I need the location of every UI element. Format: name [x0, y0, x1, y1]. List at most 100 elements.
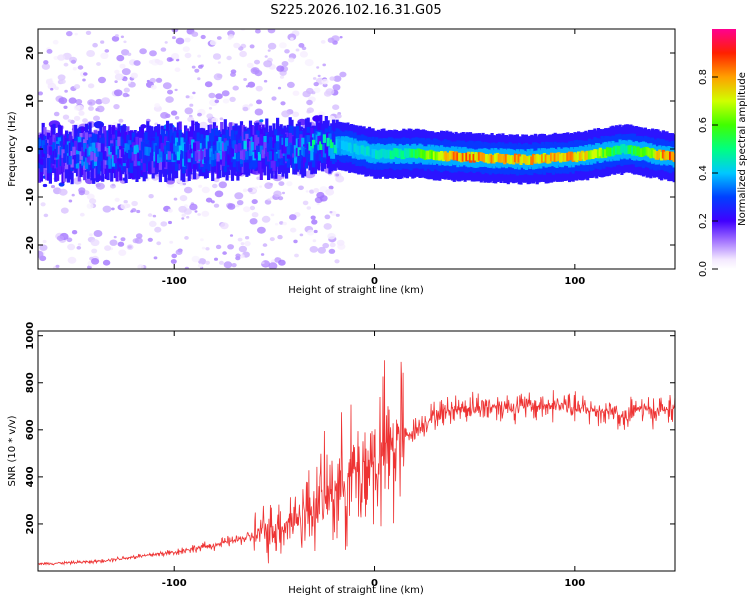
heatmap-speckle — [256, 99, 262, 105]
heatmap-ridge-cell — [115, 146, 119, 155]
heatmap-speckle — [243, 206, 251, 213]
heatmap-speckle — [313, 87, 321, 93]
heatmap-speckle — [306, 206, 311, 210]
heatmap-speckle — [322, 63, 327, 67]
heatmap-ridge-cell — [158, 135, 162, 154]
heatmap-speckle — [77, 243, 82, 246]
heatmap-ridge-cell — [510, 155, 514, 164]
heatmap-ridge-cell — [63, 153, 67, 162]
heatmap-speckle — [87, 83, 95, 89]
heatmap-speckle — [274, 222, 279, 226]
heatmap-speckle — [166, 57, 173, 62]
y-tick-label: 0 — [25, 145, 36, 152]
heatmap-speckle — [302, 200, 309, 206]
heatmap-ridge-cell — [57, 143, 61, 175]
heatmap-speckle — [201, 210, 210, 217]
heatmap-ridge-cell — [83, 143, 87, 162]
heatmap-ridge-cell — [39, 149, 43, 159]
heatmap-ridge-cell — [452, 151, 456, 161]
heatmap-speckle — [117, 241, 125, 247]
heatmap-ridge-cell — [93, 153, 98, 162]
heatmap-speckle — [213, 177, 220, 183]
heatmap-speckle — [227, 36, 232, 40]
heatmap-ridge-cell — [227, 145, 231, 155]
heatmap-ridge-cell — [189, 144, 193, 154]
heatmap-speckle — [91, 258, 100, 265]
heatmap-speckle — [194, 210, 198, 213]
heatmap-speckle — [212, 53, 222, 60]
y-tick-label: -20 — [25, 236, 36, 254]
heatmap-ridge-cell — [526, 156, 530, 165]
heatmap-speckle — [96, 105, 105, 113]
heatmap-ridge-cell — [225, 140, 229, 150]
heatmap-speckle — [162, 82, 172, 90]
colorbar-tick-label: 0.6 — [698, 117, 709, 133]
heatmap-ridge-cell — [111, 148, 116, 167]
heatmap-speckle — [227, 203, 236, 210]
heatmap-speckle — [67, 243, 76, 251]
heatmap-ridge-cell — [604, 149, 608, 158]
heatmap-ridge-cell — [268, 136, 272, 156]
heatmap-ridge-cell — [254, 134, 258, 153]
heatmap-ridge-cell — [447, 152, 451, 162]
heatmap-ridge-cell — [557, 152, 561, 161]
heatmap-speckle — [328, 248, 336, 254]
heatmap-speckle — [214, 99, 220, 104]
heatmap-speckle — [100, 52, 109, 59]
heatmap-speckle — [102, 259, 111, 266]
heatmap-speckle — [324, 214, 331, 220]
heatmap-ridge-cell — [485, 154, 489, 163]
heatmap-speckle — [184, 37, 191, 43]
heatmap-ridge-cell — [184, 147, 188, 166]
heatmap-ridge-cell — [479, 152, 483, 161]
heatmap-ridge-cell — [488, 153, 492, 163]
heatmap-ridge-cell — [234, 144, 238, 153]
heatmap-ridge-cell — [539, 154, 543, 164]
heatmap-ridge-cell — [263, 142, 267, 151]
heatmap-ridge-cell — [672, 153, 675, 162]
figure-title: S225.2026.102.16.31.G05 — [270, 3, 441, 18]
heatmap-speckle — [198, 64, 203, 69]
heatmap-ridge-cell — [396, 149, 400, 158]
heatmap-speckle — [192, 91, 196, 95]
heatmap-ridge-cell — [171, 144, 175, 163]
heatmap-speckle — [256, 176, 261, 180]
heatmap-speckle — [255, 29, 261, 34]
colorbar-tick-label: 0.4 — [698, 165, 709, 181]
heatmap-ridge-cell — [441, 152, 445, 162]
heatmap-ridge-cell — [276, 141, 280, 150]
heatmap-ridge-cell — [395, 148, 399, 157]
heatmap-speckle — [73, 115, 81, 121]
y-tick-label: 200 — [25, 513, 36, 534]
y-tick-label: 10 — [25, 94, 36, 108]
heatmap-speckle — [204, 81, 213, 88]
heatmap-ridge-cell — [43, 145, 47, 154]
heatmap-ridge-cell — [279, 149, 283, 159]
heatmap-speckle — [254, 59, 260, 65]
heatmap-ridge-cell — [393, 148, 397, 157]
heatmap-ridge-cell — [427, 150, 431, 160]
heatmap-ridge-cell — [153, 143, 157, 162]
x-tick-label: -100 — [162, 578, 187, 589]
heatmap-ridge-cell — [322, 139, 326, 158]
heatmap-speckle — [279, 221, 284, 225]
heatmap-speckle — [38, 250, 44, 258]
heatmap-ridge-cell — [196, 141, 200, 150]
heatmap-speckle — [191, 31, 199, 37]
heatmap-ridge-cell — [622, 144, 626, 153]
heatmap-ridge-cell — [339, 142, 343, 151]
colorbar-ticks: 0.0 0.2 0.4 0.6 0.8 — [698, 69, 718, 277]
heatmap-speckle — [267, 42, 277, 50]
heatmap-ridge-cell — [164, 136, 168, 155]
heatmap-speckle — [299, 233, 304, 237]
heatmap-ridge-cell — [313, 144, 317, 154]
heatmap-speckle — [51, 185, 55, 189]
heatmap-speckle — [243, 78, 248, 81]
heatmap-ridge-cell — [110, 143, 114, 152]
heatmap-speckle — [83, 72, 88, 76]
heatmap-speckle — [171, 53, 180, 60]
heatmap-speckle — [89, 233, 93, 237]
heatmap-speckle — [96, 182, 105, 190]
heatmap-speckle — [57, 74, 66, 81]
heatmap-speckle — [280, 101, 286, 106]
